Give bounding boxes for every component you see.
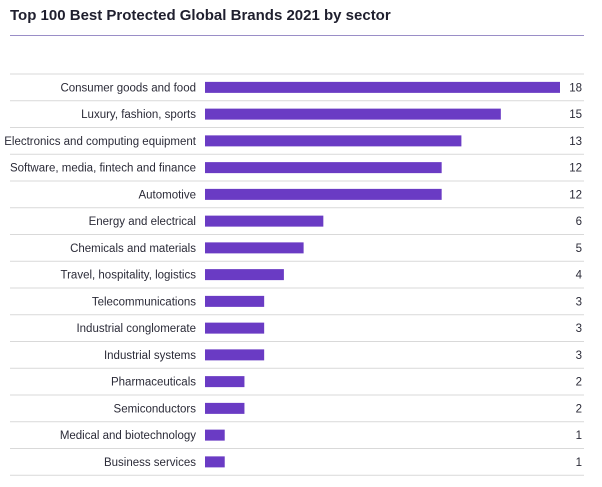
bar	[205, 162, 442, 174]
category-label: Luxury, fashion, sports	[81, 109, 196, 121]
value-labels: 18 15 13 12 12 6 5 4 3 3 3 2 2 1 1	[569, 82, 582, 469]
category-label: Business services	[104, 457, 196, 469]
value-label: 5	[576, 243, 582, 255]
bar	[205, 81, 560, 93]
value-label: 6	[576, 216, 582, 228]
category-label: Medical and biotechnology	[60, 430, 196, 442]
category-label: Telecommunications	[92, 296, 196, 308]
value-label: 3	[576, 350, 582, 362]
bar	[205, 429, 225, 441]
category-label: Semiconductors	[114, 403, 197, 415]
value-label: 12	[569, 189, 582, 201]
bar	[205, 295, 265, 307]
category-label: Consumer goods and food	[60, 82, 196, 94]
bar	[205, 456, 225, 468]
bar	[205, 242, 304, 254]
category-label: Electronics and computing equipment	[4, 136, 197, 148]
bar	[205, 349, 265, 361]
bar	[205, 108, 501, 120]
bar	[205, 135, 462, 147]
category-label: Chemicals and materials	[70, 243, 196, 255]
bar	[205, 269, 284, 281]
category-label: Travel, hospitality, logistics	[61, 270, 197, 282]
category-label: Industrial conglomerate	[76, 323, 196, 335]
bar	[205, 402, 245, 414]
title-divider	[10, 35, 584, 36]
chart-title: Top 100 Best Protected Global Brands 202…	[10, 7, 391, 24]
value-label: 18	[569, 82, 582, 94]
value-label: 3	[576, 323, 582, 335]
bar	[205, 376, 245, 388]
value-label: 15	[569, 109, 582, 121]
value-label: 13	[569, 136, 582, 148]
value-label: 1	[576, 430, 582, 442]
value-label: 2	[576, 377, 582, 389]
value-label: 3	[576, 296, 582, 308]
bar	[205, 215, 324, 227]
category-label: Energy and electrical	[89, 216, 196, 228]
value-label: 12	[569, 163, 582, 175]
bar	[205, 188, 442, 200]
value-label: 4	[576, 270, 583, 282]
category-label: Automotive	[138, 189, 196, 201]
value-label: 2	[576, 403, 582, 415]
category-label: Industrial systems	[104, 350, 196, 362]
category-label: Pharmaceuticals	[111, 377, 196, 389]
bars	[205, 81, 560, 468]
grid-lines	[10, 73, 584, 476]
bar	[205, 322, 265, 334]
value-label: 1	[576, 457, 582, 469]
category-labels: Consumer goods and food Luxury, fashion, …	[4, 82, 197, 469]
category-label: Software, media, fintech and finance	[10, 163, 196, 175]
